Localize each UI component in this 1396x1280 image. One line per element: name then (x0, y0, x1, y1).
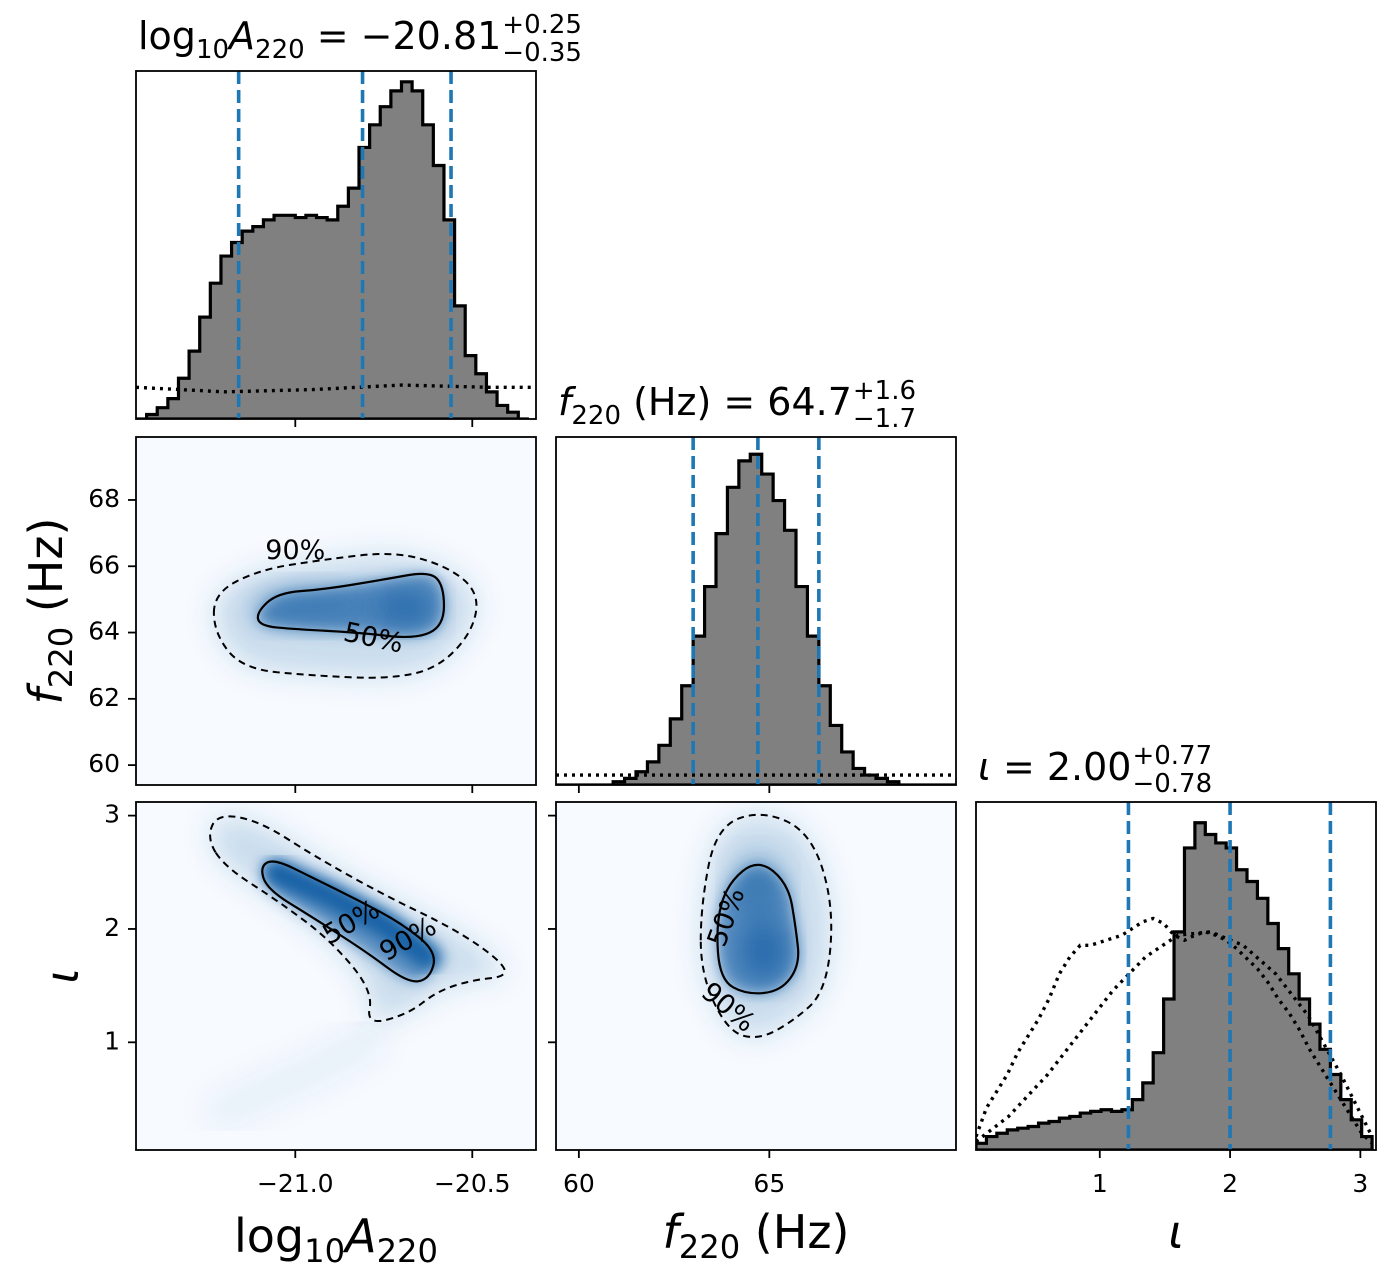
contour-label: 90% (265, 535, 325, 566)
x-axis-label-f-part: (Hz) (740, 1205, 849, 1259)
title-lower-err-logA: −0.35 (502, 38, 582, 68)
title-part-main: log (138, 14, 196, 58)
x-tick-label-logA: −21.0 (257, 1169, 334, 1198)
contour-90 (209, 815, 506, 1023)
marginal-frame-iota (975, 801, 1377, 1151)
density-peak-1 (731, 855, 785, 924)
density-ridge (264, 859, 443, 971)
joint-frame-logA-f (135, 436, 537, 786)
histogram-f (556, 452, 956, 785)
y-tick-label-iota: 2 (104, 913, 120, 942)
y-tick-label-f: 62 (88, 683, 120, 712)
x-axis-label-logA-part: 10 (304, 1232, 345, 1270)
density-peak-0 (373, 587, 437, 628)
x-axis-label-iota-part: ι (1168, 1205, 1184, 1259)
contour-90 (212, 553, 478, 679)
y-axis-label-iota: ι (35, 968, 89, 984)
y-tick-label-iota: 3 (104, 800, 120, 829)
title-part-sub2: 220 (255, 35, 305, 65)
title-part-sub1: 10 (196, 35, 229, 65)
histogram-logA (136, 80, 529, 419)
x-axis-label-f-part: 220 (679, 1228, 740, 1266)
title-upper-err-f: +1.6 (853, 376, 916, 406)
y-axis-label-f-part: 220 (42, 627, 80, 688)
title-part-eq: = −20.81 (305, 14, 502, 58)
y-axis-label-f-part: (Hz) (19, 518, 73, 627)
x-tick-label-iota: 3 (1352, 1169, 1368, 1198)
x-axis-label-iota: ι (1168, 1205, 1184, 1259)
x-tick-label-iota: 2 (1222, 1169, 1238, 1198)
x-tick-label-f: 60 (563, 1169, 595, 1198)
joint-frame-logA-iota (135, 801, 537, 1151)
y-tick-label-f: 68 (88, 484, 120, 513)
marginal-frame-logA (135, 70, 537, 420)
prior-line-iota-0 (976, 916, 1374, 1145)
title-part-eq: (Hz) = 64.7 (621, 380, 852, 424)
x-tick-label-f: 65 (753, 1169, 785, 1198)
marginal-iota (976, 802, 1374, 1150)
joint-f-iota: 50%90% (695, 813, 833, 1039)
density-tail (204, 1022, 387, 1131)
title-part-eq: = 2.00 (991, 745, 1132, 789)
title-upper-err-iota: +0.77 (1132, 741, 1212, 771)
x-axis-label-logA-part: 220 (377, 1232, 438, 1270)
marginal-logA (136, 71, 536, 419)
joint-logA-iota: 50%90% (204, 815, 506, 1131)
joint-logA-f: 90%50% (212, 535, 478, 679)
y-tick-label-f: 60 (88, 749, 120, 778)
marginal-frame-f (555, 436, 957, 786)
histogram-iota (976, 821, 1374, 1150)
marginal-title-f: f220 (Hz) = 64.7 (558, 380, 852, 431)
y-tick-label-iota: 1 (104, 1026, 120, 1055)
marginal-title-iota: ι = 2.00 (978, 745, 1131, 789)
x-tick-label-logA: −20.5 (434, 1169, 511, 1198)
x-tick-label-iota: 1 (1092, 1169, 1108, 1198)
title-lower-err-iota: −0.78 (1132, 769, 1212, 799)
x-axis-label-f: f220 (Hz) (663, 1205, 850, 1266)
y-axis-label-f: f220 (Hz) (19, 518, 80, 705)
density-peak-0 (736, 919, 791, 984)
joint-frame-f-iota (555, 801, 957, 1151)
title-part-ital: A (226, 14, 255, 58)
title-part-sub2: 220 (571, 401, 621, 431)
x-axis-label-logA-part: A (342, 1209, 376, 1263)
title-lower-err-f: −1.7 (853, 404, 916, 434)
prior-line-logA-0 (136, 383, 536, 394)
title-upper-err-logA: +0.25 (502, 10, 582, 40)
marginal-f (556, 437, 956, 785)
contour-50 (256, 572, 446, 639)
x-axis-label-logA-part: log (234, 1209, 304, 1263)
prior-line-iota-1 (976, 930, 1374, 1143)
y-axis-label-iota-part: ι (35, 968, 89, 984)
y-tick-label-f: 66 (88, 550, 120, 579)
contour-50 (716, 863, 800, 995)
marginal-title-logA: log10A220 = −20.81 (138, 14, 501, 65)
contour-50 (261, 860, 435, 983)
contour-90 (699, 813, 833, 1039)
y-tick-label-f: 64 (88, 617, 120, 646)
x-axis-label-logA: log10A220 (234, 1209, 438, 1270)
title-part-ital: ι (978, 745, 991, 789)
